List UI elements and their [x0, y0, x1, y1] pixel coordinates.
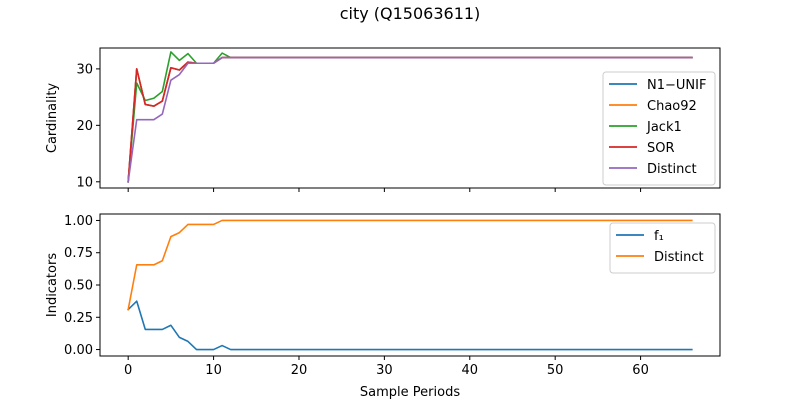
- y-tick-label: 10: [76, 175, 93, 190]
- y-tick-label: 30: [76, 62, 93, 77]
- legend-label: f₁: [654, 229, 664, 244]
- y-axis-label: Indicators: [45, 253, 60, 317]
- series-line: [127, 51, 693, 183]
- x-tick-label: 50: [547, 363, 564, 378]
- x-tick-label: 0: [124, 363, 132, 378]
- legend-label: Jack1: [646, 120, 682, 135]
- y-tick-label: 0.00: [64, 343, 93, 358]
- x-tick-label: 30: [376, 363, 393, 378]
- legend-label: Distinct: [654, 250, 704, 265]
- legend-label: Chao92: [647, 99, 697, 114]
- legend: N1−UNIF Chao92 Jack1 SOR Distinct: [602, 71, 716, 186]
- axes-frame: [99, 47, 721, 189]
- x-tick-label: 40: [462, 363, 479, 378]
- y-tick-label: 20: [76, 119, 93, 134]
- y-tick-label: 0.50: [64, 279, 93, 294]
- legend-label: N1−UNIF: [647, 78, 706, 93]
- legend-label: SOR: [647, 141, 675, 156]
- y-tick-label: 0.25: [64, 311, 93, 326]
- x-axis-label: Sample Periods: [360, 385, 460, 400]
- indicators-subplot: 0 10 20 30 40 50 60 0.00 0.25 0.50 0.75 1.00 Indicat…: [45, 213, 721, 400]
- y-axis-label: Cardinality: [45, 83, 60, 154]
- series-line: [127, 300, 693, 351]
- axes-frame: [99, 213, 721, 357]
- x-tick-label: 60: [632, 363, 649, 378]
- y-tick-label: 1.00: [64, 214, 93, 229]
- series-line: [127, 56, 693, 183]
- legend: f₁ Distinct: [609, 222, 716, 274]
- x-tick-label: 10: [205, 363, 222, 378]
- legend-frame: [602, 71, 716, 186]
- series-group: [127, 219, 693, 351]
- cardinality-subplot: 10 20 30 Cardinality N1−UNIF Chao92 Jack1 SOR Di…: [45, 47, 721, 192]
- series-line: [127, 219, 693, 311]
- x-tick-label: 20: [291, 363, 308, 378]
- figure-title: city (Q15063611): [340, 4, 481, 23]
- legend-label: Distinct: [647, 162, 697, 177]
- series-group: [127, 51, 693, 183]
- y-tick-label: 0.75: [64, 246, 93, 261]
